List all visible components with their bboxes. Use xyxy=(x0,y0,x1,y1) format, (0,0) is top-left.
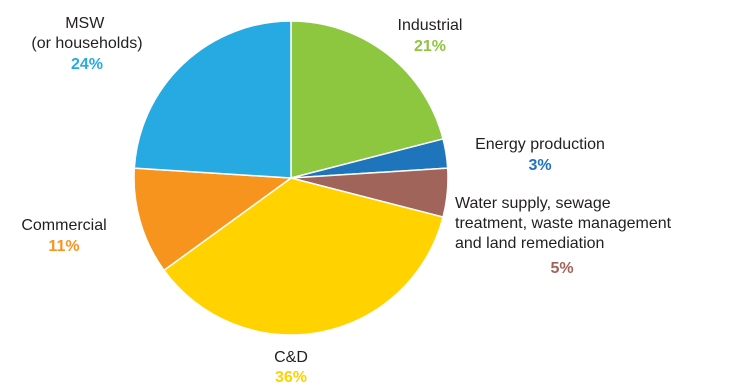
slice-value-energy-production: 3% xyxy=(528,157,551,174)
slice-label-water-supply: Water supply, sewage treatment, waste ma… xyxy=(455,195,676,252)
slice-value-industrial: 21% xyxy=(414,38,446,55)
pie-slice-commercial xyxy=(133,167,292,272)
slice-value-cd: 36% xyxy=(275,369,307,385)
slice-value-water-supply: 5% xyxy=(550,260,573,277)
slice-label-energy-production: Energy production xyxy=(475,136,605,153)
slice-label-msw: MSW (or households) xyxy=(31,15,142,52)
pie-slice-industrial xyxy=(290,20,444,179)
slice-value-msw: 24% xyxy=(71,56,103,73)
slice-label-industrial: Industrial xyxy=(398,17,463,34)
slice-label-commercial: Commercial xyxy=(21,217,106,234)
pie-slice-msw xyxy=(133,20,292,179)
slice-value-commercial: 11% xyxy=(48,238,79,255)
pie-slice-c-d xyxy=(163,177,444,336)
slice-label-cd: C&D xyxy=(274,349,308,366)
